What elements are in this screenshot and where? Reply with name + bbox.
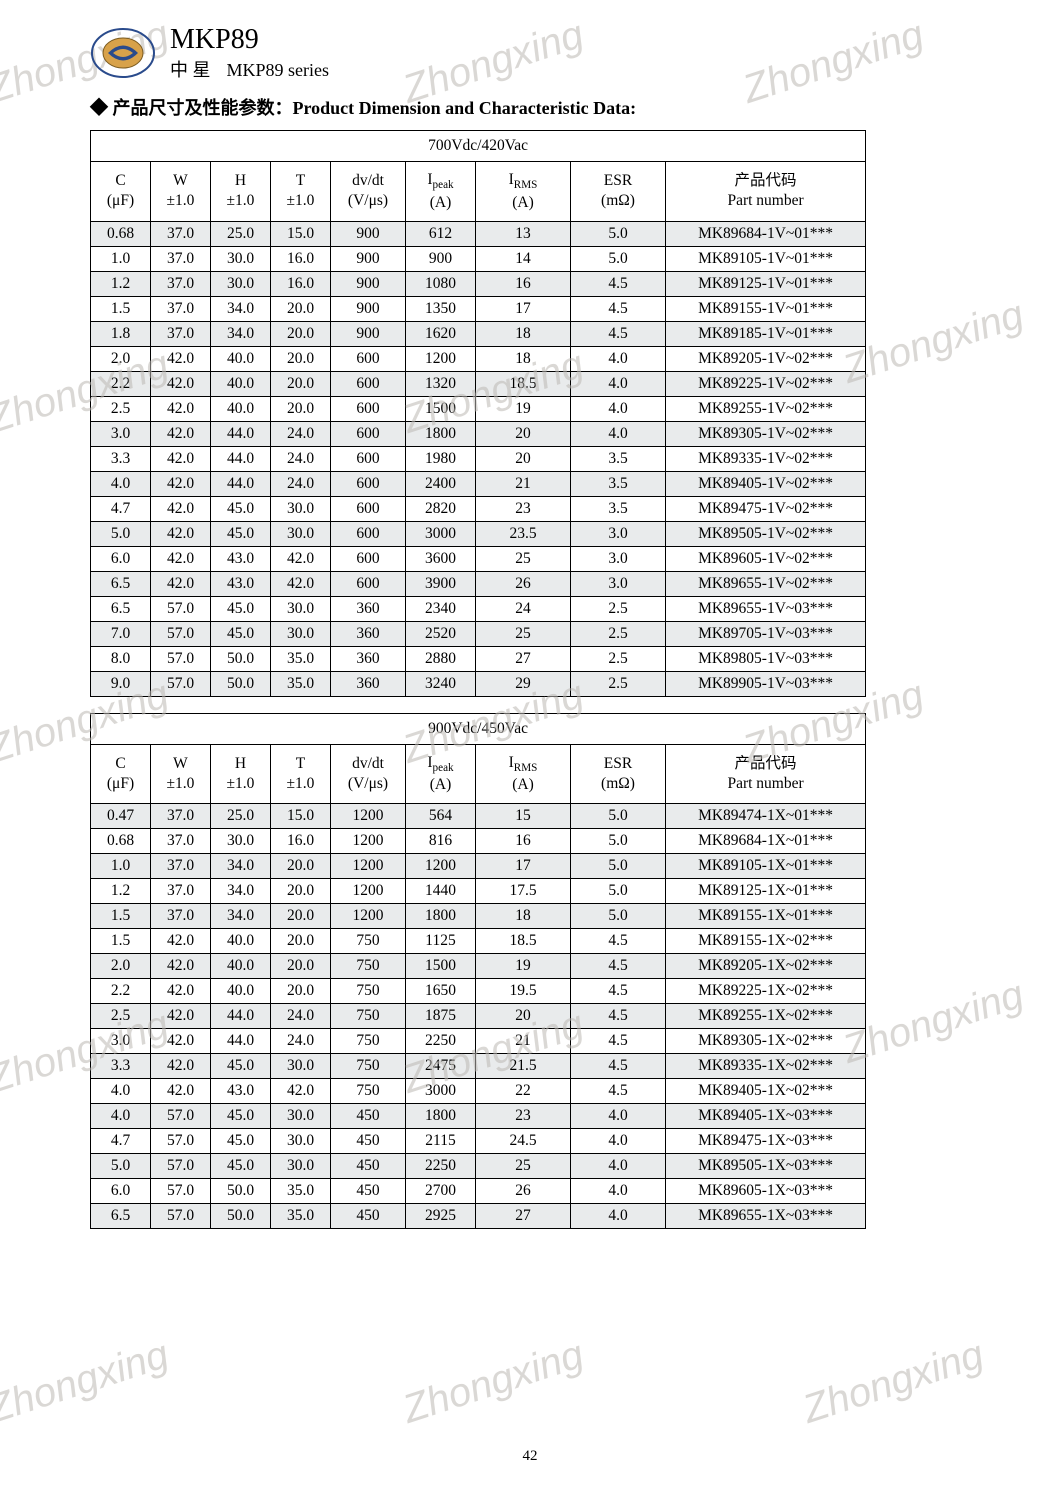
watermark-text: Zhongxing	[838, 972, 1030, 1073]
header: MKP89 中 星 MKP89 series	[90, 20, 1060, 86]
watermark-text: Zhongxing	[398, 1332, 590, 1433]
voltage-header-2: 900Vdc/450Vac	[91, 713, 866, 744]
table-row: 4.042.043.042.07503000224.5MK89405-1X~02…	[91, 1079, 866, 1104]
table-row: 4.742.045.030.06002820233.5MK89475-1V~02…	[91, 496, 866, 521]
table-row: 6.542.043.042.06003900263.0MK89655-1V~02…	[91, 571, 866, 596]
col-t: T	[296, 172, 305, 189]
watermark-text: Zhongxing	[798, 1332, 990, 1433]
table-row: 2.242.040.020.0750165019.54.5MK89225-1X~…	[91, 979, 866, 1004]
table-row: 2.042.040.020.07501500194.5MK89205-1X~02…	[91, 954, 866, 979]
table-row: 0.6837.030.016.01200816165.0MK89684-1X~0…	[91, 829, 866, 854]
table-row: 4.042.044.024.06002400213.5MK89405-1V~02…	[91, 471, 866, 496]
table-row: 4.057.045.030.04501800234.0MK89405-1X~03…	[91, 1104, 866, 1129]
product-subtitle: MKP89 series	[227, 60, 330, 80]
table-row: 3.042.044.024.06001800204.0MK89305-1V~02…	[91, 421, 866, 446]
table-row: 0.4737.025.015.01200564155.0MK89474-1X~0…	[91, 804, 866, 829]
table-row: 3.042.044.024.07502250214.5MK89305-1X~02…	[91, 1029, 866, 1054]
table-row: 6.057.050.035.04502700264.0MK89605-1X~03…	[91, 1179, 866, 1204]
table-row: 5.042.045.030.0600300023.53.0MK89505-1V~…	[91, 521, 866, 546]
table-row: 6.557.045.030.03602340242.5MK89655-1V~03…	[91, 596, 866, 621]
watermark-text: Zhongxing	[0, 1332, 174, 1433]
brand-logo-icon	[90, 20, 156, 86]
table-row: 1.837.034.020.09001620184.5MK89185-1V~01…	[91, 321, 866, 346]
column-headers: C(μF) W±1.0 H±1.0 T±1.0 dv/dt(V/μs) Ipea…	[91, 744, 866, 804]
table-row: 3.342.044.024.06001980203.5MK89335-1V~02…	[91, 446, 866, 471]
spec-table-2: 900Vdc/450Vac C(μF) W±1.0 H±1.0 T±1.0 dv…	[90, 713, 866, 1230]
col-h: H	[235, 172, 246, 189]
table-row: 8.057.050.035.03602880272.5MK89805-1V~03…	[91, 646, 866, 671]
product-title: MKP89	[170, 24, 329, 56]
table-row: 1.537.034.020.012001800185.0MK89155-1X~0…	[91, 904, 866, 929]
table-row: 6.042.043.042.06003600253.0MK89605-1V~02…	[91, 546, 866, 571]
table-row: 2.542.040.020.06001500194.0MK89255-1V~02…	[91, 396, 866, 421]
page-number: 42	[0, 1448, 1060, 1465]
table-row: 2.242.040.020.0600132018.54.0MK89225-1V~…	[91, 371, 866, 396]
table-row: 3.342.045.030.0750247521.54.5MK89335-1X~…	[91, 1054, 866, 1079]
table-row: 1.037.034.020.012001200175.0MK89105-1X~0…	[91, 854, 866, 879]
table-row: 7.057.045.030.03602520252.5MK89705-1V~03…	[91, 621, 866, 646]
table-row: 1.037.030.016.0900900145.0MK89105-1V~01*…	[91, 246, 866, 271]
table-row: 4.757.045.030.0450211524.54.0MK89475-1X~…	[91, 1129, 866, 1154]
page: Zhongxing Zhongxing Zhongxing Zhongxing Zhon…	[0, 0, 1060, 1499]
table-row: 1.237.034.020.01200144017.55.0MK89125-1X…	[91, 879, 866, 904]
table-row: 0.6837.025.015.0900612135.0MK89684-1V~01…	[91, 221, 866, 246]
table-row: 1.237.030.016.09001080164.5MK89125-1V~01…	[91, 271, 866, 296]
table-row: 6.557.050.035.04502925274.0MK89655-1X~03…	[91, 1204, 866, 1229]
voltage-header-1: 700Vdc/420Vac	[91, 131, 866, 162]
watermark-text: Zhongxing	[838, 292, 1030, 393]
section-title: ◆ 产品尺寸及性能参数：Product Dimension and Charac…	[90, 94, 1060, 120]
table-row: 1.537.034.020.09001350174.5MK89155-1V~01…	[91, 296, 866, 321]
column-headers: C(μF) W±1.0 H±1.0 T±1.0 dv/dt(V/μs) Ipea…	[91, 162, 866, 222]
table-row: 9.057.050.035.03603240292.5MK89905-1V~03…	[91, 671, 866, 696]
table-row: 1.542.040.020.0750112518.54.5MK89155-1X~…	[91, 929, 866, 954]
col-w: W	[173, 172, 188, 189]
spec-table-1: 700Vdc/420Vac C(μF) W±1.0 H±1.0 T±1.0 dv…	[90, 130, 866, 697]
col-partnum: 产品代码	[735, 172, 797, 189]
table-row: 2.542.044.024.07501875204.5MK89255-1X~02…	[91, 1004, 866, 1029]
table-row: 2.042.040.020.06001200184.0MK89205-1V~02…	[91, 346, 866, 371]
table-row: 5.057.045.030.04502250254.0MK89505-1X~03…	[91, 1154, 866, 1179]
brand-name-cn: 中 星	[170, 60, 211, 80]
col-esr: ESR	[604, 172, 632, 189]
col-c: C	[115, 172, 125, 189]
col-dvdt: dv/dt	[352, 172, 384, 189]
